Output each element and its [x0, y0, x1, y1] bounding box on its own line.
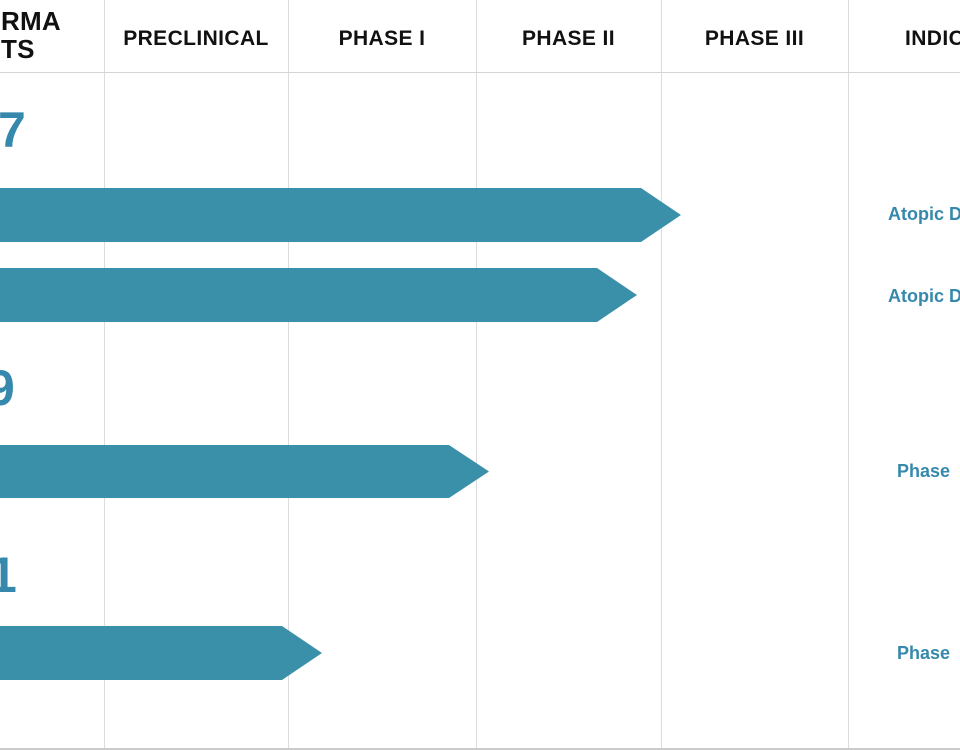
left-column-header-line2: TS: [1, 34, 35, 64]
pipeline-arrow: [0, 188, 681, 242]
column-header-phase-i: PHASE I: [338, 27, 426, 50]
grid-column-line: [288, 0, 289, 748]
column-header-preclinical: PRECLINICAL: [123, 27, 269, 50]
product-label: 9: [0, 360, 15, 416]
pipeline-arrow: [0, 445, 489, 498]
column-header-phase-ii: PHASE II: [521, 27, 616, 50]
column-header-phase-iii: PHASE III: [704, 27, 805, 50]
pipeline-arrow: [0, 268, 637, 322]
chart-bottom-border: [0, 748, 960, 750]
indication-label: Atopic D: [888, 204, 960, 224]
left-column-header: RMA TS: [1, 7, 61, 63]
indication-label: Atopic D: [888, 286, 960, 306]
indication-label: Phase: [897, 461, 951, 481]
grid-column-line: [848, 0, 849, 748]
pipeline-arrow: [0, 626, 322, 680]
column-header-indication: INDIC: [905, 27, 960, 50]
product-label: 1: [0, 547, 17, 603]
product-label: 7: [0, 102, 26, 158]
header-bottom-border: [0, 72, 960, 73]
left-column-header-line1: RMA: [1, 6, 61, 36]
grid-column-line: [476, 0, 477, 748]
grid-column-line: [661, 0, 662, 748]
indication-label: Phase: [897, 643, 951, 663]
grid-column-line: [104, 0, 105, 748]
